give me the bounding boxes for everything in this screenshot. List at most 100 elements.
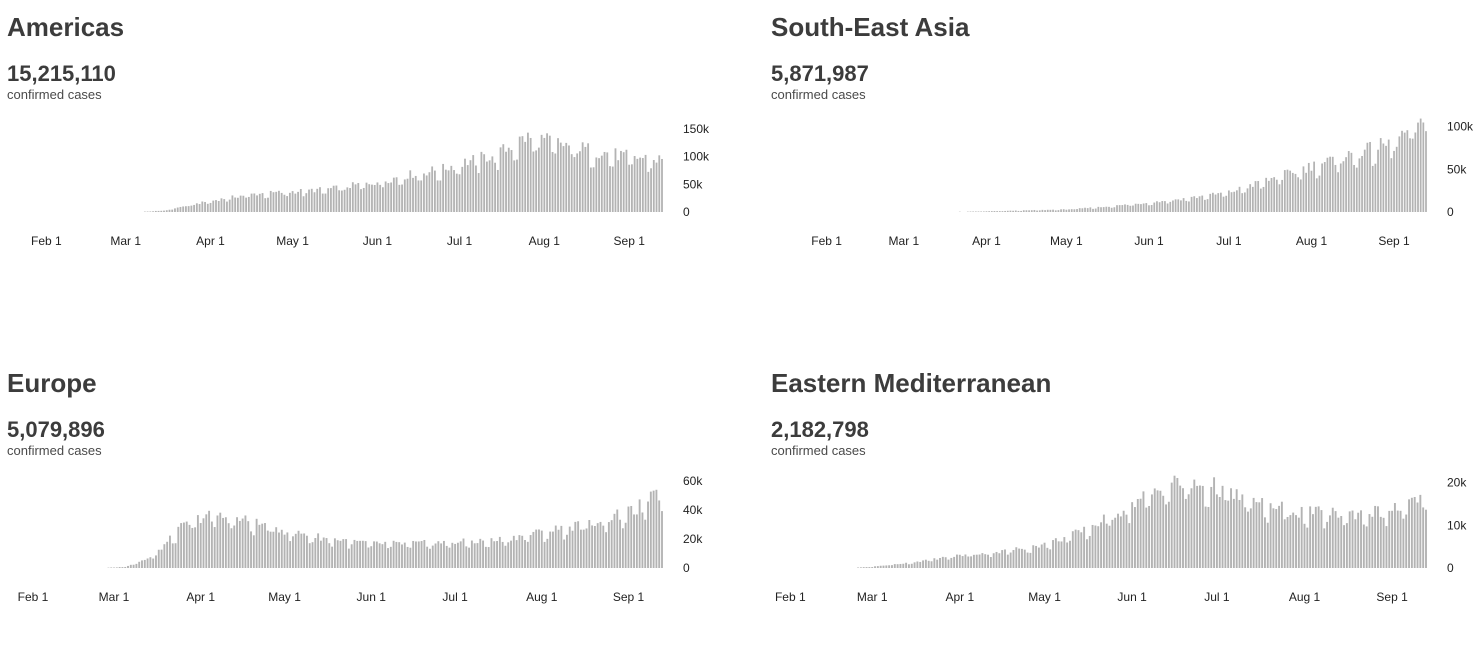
- bar: [147, 558, 149, 568]
- bar: [1268, 181, 1270, 212]
- bar: [133, 565, 135, 568]
- bar: [1094, 526, 1096, 568]
- bar: [390, 547, 392, 568]
- x-tick-label: Aug 1: [1296, 234, 1328, 248]
- bar: [1327, 158, 1329, 212]
- bar: [431, 166, 433, 212]
- bar: [1271, 178, 1273, 212]
- bar: [346, 187, 348, 212]
- bar: [215, 200, 217, 212]
- bar: [1066, 210, 1068, 212]
- bar: [532, 152, 534, 212]
- bar: [110, 567, 112, 568]
- bar: [488, 547, 490, 568]
- bar: [1425, 510, 1427, 568]
- bar: [356, 541, 358, 568]
- bar: [1375, 164, 1377, 212]
- bar: [1273, 177, 1275, 212]
- bar: [323, 537, 325, 568]
- bar: [594, 526, 596, 568]
- bar: [1284, 170, 1286, 212]
- bar: [1116, 205, 1118, 212]
- bar: [497, 170, 499, 212]
- bar: [1216, 494, 1218, 568]
- bar: [415, 541, 417, 568]
- bar: [1233, 499, 1235, 568]
- bar: [121, 567, 123, 568]
- bar: [986, 211, 988, 212]
- bar: [1188, 201, 1190, 212]
- bar: [1129, 206, 1131, 212]
- bar: [180, 523, 182, 568]
- bar: [908, 564, 910, 568]
- bar: [379, 543, 381, 568]
- bar: [135, 564, 137, 568]
- bar: [1223, 197, 1225, 212]
- region-title: Eastern Mediterranean: [771, 368, 1051, 399]
- bar: [1168, 502, 1170, 568]
- bar: [546, 133, 548, 212]
- bar: [295, 534, 297, 568]
- x-tick-label: May 1: [276, 234, 309, 248]
- bar: [468, 548, 470, 568]
- bar: [1207, 507, 1209, 568]
- bar: [385, 181, 387, 212]
- bar: [273, 192, 275, 212]
- bar: [925, 560, 927, 568]
- bar: [554, 154, 556, 213]
- bar: [1024, 550, 1026, 568]
- bar: [1109, 526, 1111, 568]
- bar: [552, 532, 554, 568]
- bar: [163, 211, 165, 212]
- bar: [420, 180, 422, 212]
- x-tick-label: Mar 1: [99, 590, 130, 604]
- bar: [248, 197, 250, 212]
- bar: [647, 172, 649, 212]
- y-tick-label: 10k: [1447, 518, 1467, 532]
- bar: [524, 540, 526, 568]
- bar: [602, 526, 604, 568]
- bar: [1080, 532, 1082, 568]
- bar: [1044, 210, 1046, 212]
- bar: [634, 156, 636, 212]
- bar: [429, 549, 431, 568]
- bar: [1401, 131, 1403, 212]
- bar: [1029, 553, 1031, 568]
- bar: [169, 210, 171, 212]
- bar: [474, 543, 476, 568]
- bar: [885, 565, 887, 568]
- bar: [860, 567, 862, 568]
- bar: [583, 530, 585, 568]
- bar: [538, 148, 540, 212]
- bar: [1316, 178, 1318, 212]
- bar: [152, 211, 154, 212]
- bar: [1371, 517, 1373, 568]
- bar: [1345, 157, 1347, 212]
- bar: [423, 173, 425, 212]
- bar: [964, 554, 966, 568]
- bar: [948, 560, 950, 568]
- bar: [1227, 501, 1229, 568]
- bar: [434, 171, 436, 212]
- bar: [1398, 136, 1400, 212]
- bar: [549, 136, 551, 212]
- bar: [993, 553, 995, 568]
- bar: [538, 529, 540, 568]
- bar: [256, 519, 258, 568]
- bar: [479, 539, 481, 568]
- bar: [341, 191, 343, 212]
- bar: [312, 542, 314, 568]
- bar: [953, 557, 955, 568]
- bar: [311, 189, 313, 212]
- confirmed-label: confirmed cases: [7, 443, 102, 458]
- bar: [281, 530, 283, 568]
- bar: [1089, 536, 1091, 568]
- bar: [1055, 210, 1057, 212]
- bar: [1356, 168, 1358, 212]
- bar: [460, 541, 462, 568]
- bar: [1052, 540, 1054, 568]
- bar: [987, 555, 989, 568]
- bar: [300, 189, 302, 212]
- bar: [1353, 165, 1355, 212]
